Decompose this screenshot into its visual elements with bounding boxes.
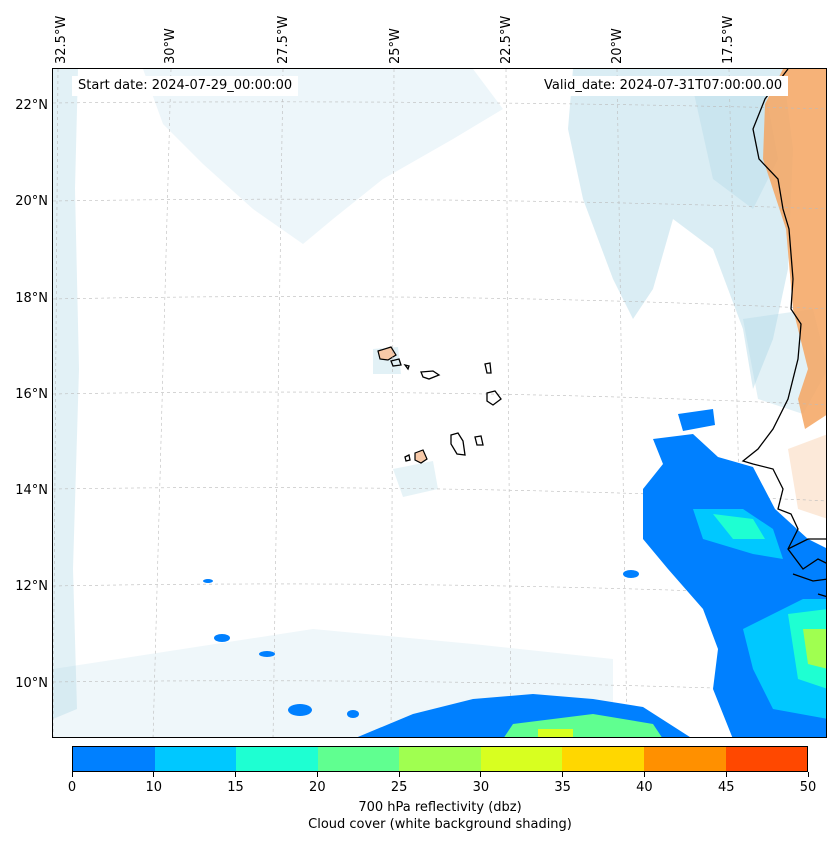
island-sao-nicolau [420,370,441,380]
lon-label-30w: 30°W [163,28,178,64]
colorbar-tick-label: 10 [145,780,163,795]
colorbar-tick [480,772,482,777]
lon-label-17-5w: 17.5°W [721,15,736,64]
map-canvas [53,69,826,737]
colorbar-tick [643,772,645,777]
land-pale-shading [788,434,826,519]
reflectivity-cell-6 [347,710,359,718]
island-santiago [450,432,466,456]
lat-label-12n: 12°N [15,579,48,594]
colorbar-tick [71,772,73,777]
reflectivity-cell-3 [259,651,275,657]
island-sao-vicente [390,358,402,367]
colorbar-segment [480,747,563,771]
reflectivity-cell-4 [203,579,213,583]
colorbar-tick [398,772,400,777]
colorbar-tick-label: 40 [636,780,653,795]
colorbar-segment [643,747,726,771]
colorbar-segment [399,747,481,771]
island-santa-luzia [403,363,410,371]
coastline-guinea [817,593,826,598]
reflectivity-layer [203,409,826,737]
lat-label-16n: 16°N [15,387,48,402]
reflectivity-cell-5 [623,570,639,578]
reflectivity-0-10-north [678,409,715,431]
colorbar-segment [725,747,808,771]
lat-label-18n: 18°N [15,291,48,306]
cloud-northeast [568,69,793,389]
island-santo-antao [377,346,397,361]
lon-label-32-5w: 32.5°W [54,15,69,64]
island-maio [474,435,484,446]
map-panel [52,68,827,738]
land-warm-shading [763,69,826,429]
cloud-cover-layer [53,69,826,737]
colorbar-tick-label: 15 [227,780,244,795]
reflectivity-15-20-east [713,514,765,539]
island-sal [484,362,492,374]
coastline-guinea-bissau [792,573,826,582]
africa-coastline [741,69,826,570]
colorbar-segment [562,747,644,771]
lon-label-27-5w: 27.5°W [276,15,291,64]
start-date-label: Start date: 2024-07-29_00:00:00 [72,76,299,96]
colorbar-tick-label: 25 [390,780,408,795]
colorbar-tick [807,772,809,777]
lon-label-22-5w: 22.5°W [499,15,514,64]
lat-label-20n: 20°N [15,194,48,209]
colorbar-tick-label: 20 [309,780,326,795]
colorbar-segment [317,747,400,771]
colorbar-tick-label: 45 [717,780,735,795]
colorbar-tick [235,772,237,777]
cloud-north-band [143,69,503,244]
colorbar-tick-label: 35 [554,780,571,795]
valid-date-label: Valid_date: 2024-07-31T07:00:00.00 [538,76,789,96]
cloud-northeast-core [693,79,778,209]
colorbar-tick-label: 0 [67,780,77,795]
colorbar-segment [73,747,155,771]
colorbar-segment [154,747,237,771]
lat-label-10n: 10°N [15,676,48,691]
island-brava [414,449,428,464]
reflectivity-cell-2 [214,634,230,642]
lat-label-22n: 22°N [15,98,48,113]
island-fogo [404,454,411,462]
colorbar-tick [153,772,155,777]
colorbar-tick [725,772,727,777]
colorbar-tick [562,772,564,777]
land-layer [377,69,826,519]
reflectivity-30-35-south-band [538,729,573,737]
island-boa-vista [486,390,502,406]
colorbar-tick [316,772,318,777]
colorbar-tick-label: 30 [472,780,490,795]
colorbar-label: 700 hPa reflectivity (dbz) [358,800,522,815]
colorbar-segment [236,747,318,771]
colorbar-tick-label: 50 [799,780,817,795]
reflectivity-20-30-south [803,629,826,669]
reflectivity-colorbar [72,746,808,772]
reflectivity-cell-1 [288,704,312,716]
cloud-central-south [393,461,438,497]
colorbar-sublabel: Cloud cover (white background shading) [308,817,572,832]
coastline-layer [390,69,826,598]
lat-label-14n: 14°N [15,483,48,498]
lon-label-20w: 20°W [610,28,625,64]
lon-label-25w: 25°W [388,28,403,64]
coastline-senegal-gambia [787,538,826,550]
